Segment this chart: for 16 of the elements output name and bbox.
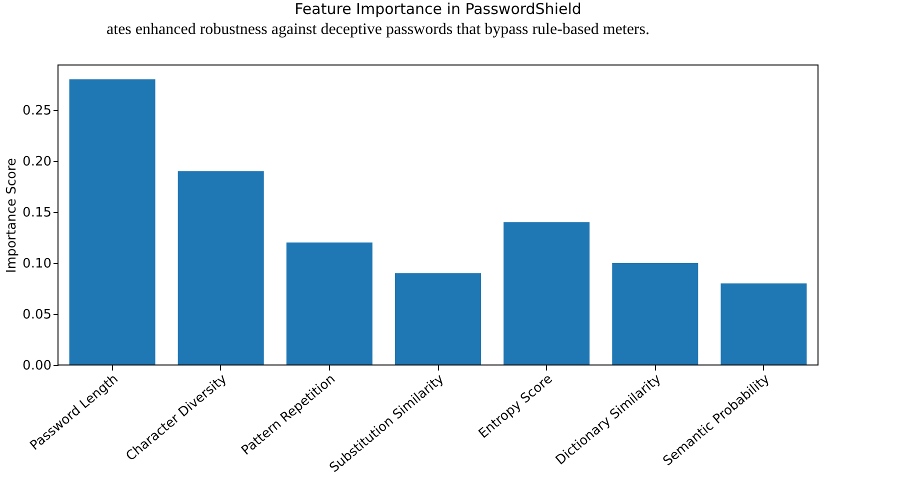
y-tick-label: 0.25 (22, 103, 52, 118)
bar (612, 262, 698, 365)
y-tick-label: 0.00 (22, 358, 52, 374)
y-tick-label: 0.10 (22, 256, 52, 272)
bar (504, 222, 590, 365)
y-tick-label: 0.05 (22, 307, 52, 322)
y-tick-label: 0.15 (22, 205, 52, 220)
y-tick-label: 0.20 (22, 154, 52, 170)
y-axis-title: Importance Score (4, 158, 20, 274)
bar (395, 273, 481, 365)
bar (286, 242, 372, 365)
bar (178, 171, 264, 365)
bar (720, 283, 807, 365)
chart-title: Feature Importance in PasswordShield (294, 0, 582, 18)
bar (69, 79, 156, 365)
text: ates enhanced robustness against deceptive passwords that bypass rule-based meters. (106, 21, 650, 38)
